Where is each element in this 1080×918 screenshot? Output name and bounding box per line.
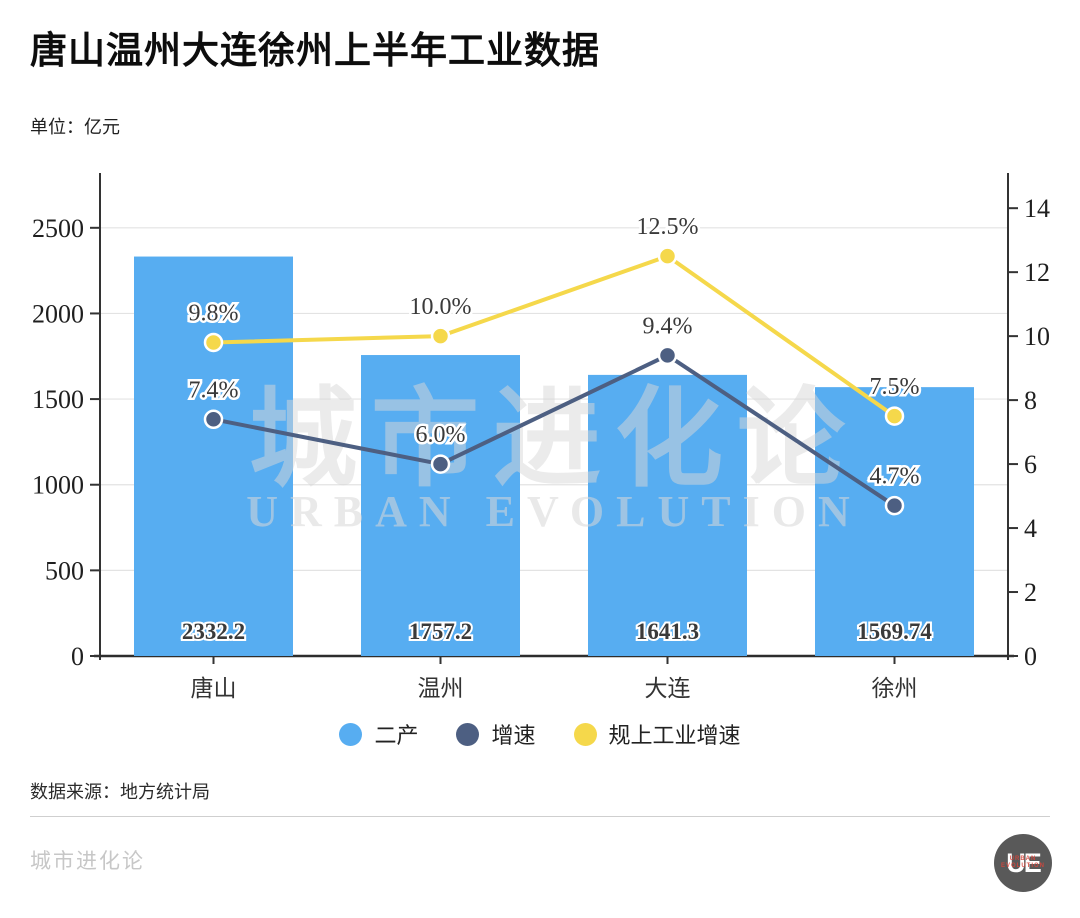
left-axis-tick-label: 1500: [32, 385, 84, 414]
right-axis-tick-label: 14: [1024, 194, 1050, 223]
bar: [134, 256, 293, 656]
x-axis-category-label: 温州: [418, 676, 464, 701]
right-axis-tick-label: 6: [1024, 450, 1037, 479]
left-axis-tick-label: 2500: [32, 214, 84, 243]
bar-value-label: 1641.3: [636, 619, 699, 644]
legend-dot-growth-rate: [456, 722, 480, 746]
right-axis-tick-label: 0: [1024, 642, 1037, 671]
left-axis-tick-label: 0: [71, 642, 84, 671]
left-axis-tick-label: 500: [45, 556, 84, 585]
x-axis-category-label: 大连: [645, 676, 691, 701]
data-point: [430, 326, 451, 346]
data-point-label: 7.4%: [189, 377, 239, 403]
bar-value-label: 1569.74: [857, 619, 932, 644]
legend-dot-secondary-industry: [339, 722, 363, 746]
data-point-label: 12.5%: [637, 214, 699, 240]
legend-item-growth-rate: 增速: [456, 718, 536, 750]
right-axis-tick-label: 2: [1024, 578, 1037, 607]
bar: [588, 374, 747, 656]
chart-legend: 二产 增速 规上工业增速: [0, 718, 1080, 750]
right-axis-tick-label: 8: [1024, 386, 1037, 415]
line-series: [211, 353, 897, 508]
legend-item-secondary-industry: 二产: [339, 718, 418, 750]
bar: [815, 387, 974, 656]
data-point-label: 10.0%: [410, 294, 472, 320]
chart-canvas: 0 500 1000 1500 2000 2500 0 2 4 6 8 10 12 14 唐山 温州 大连 徐州 2…: [32, 173, 1050, 701]
x-axis-category-label: 唐山: [191, 676, 237, 701]
right-axis-tick-label: 4: [1024, 514, 1037, 543]
data-point-label: 4.7%: [870, 464, 920, 490]
data-point: [884, 495, 905, 516]
data-point-label: 9.8%: [189, 301, 239, 327]
x-axis-category-label: 徐州: [872, 676, 918, 701]
data-point: [430, 454, 451, 474]
data-point: [203, 409, 224, 430]
footer-brand: 城市进化论: [30, 849, 145, 873]
watermark-en: URBAN EVOLUTION: [246, 487, 862, 536]
legend-label: 规上工业增速: [608, 723, 741, 748]
footer-divider: [30, 816, 1050, 817]
unit-label: 单位：亿元: [30, 117, 120, 137]
right-axis-tick-label: 10: [1024, 322, 1050, 351]
data-point: [884, 406, 905, 426]
ue-logo: UE URBAN EVOLUTION: [994, 834, 1052, 892]
ue-logo-text: UE: [1006, 847, 1041, 878]
left-axis-tick-label: 1000: [32, 471, 84, 500]
data-point: [657, 345, 678, 366]
data-point: [203, 332, 224, 353]
page-title: 唐山温州大连徐州上半年工业数据: [30, 31, 600, 72]
data-point: [657, 246, 678, 266]
data-source-note: 数据来源：地方统计局: [30, 782, 210, 802]
legend-item-industrial-growth-rate: 规上工业增速: [573, 718, 741, 750]
watermark-cn: 城市进化论: [249, 381, 859, 500]
data-point-label: 9.4%: [643, 313, 693, 339]
bar: [361, 355, 520, 656]
left-axis-tick-label: 2000: [32, 299, 84, 328]
data-point-label: 6.0%: [416, 422, 466, 448]
bar-value-label: 2332.2: [182, 619, 245, 644]
line-series: [211, 254, 897, 419]
ue-logo-subtext: URBAN EVOLUTION: [1000, 856, 1045, 869]
legend-dot-industrial-growth-rate: [573, 722, 597, 746]
bar-value-label: 1757.2: [409, 619, 472, 644]
right-axis-tick-label: 12: [1024, 258, 1050, 287]
data-point-label: 7.5%: [870, 374, 920, 400]
legend-label: 二产: [374, 723, 419, 748]
legend-label: 增速: [491, 723, 536, 748]
